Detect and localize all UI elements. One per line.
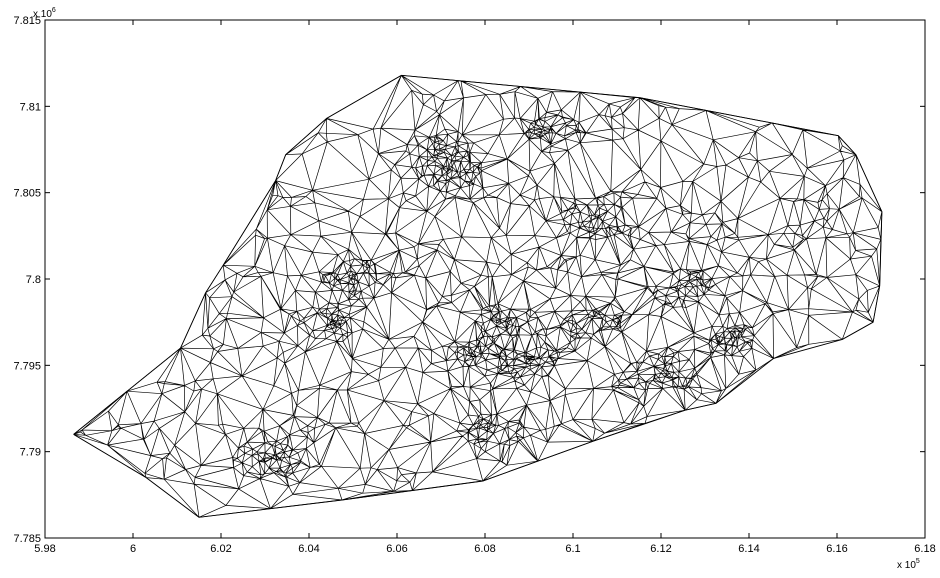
x-tick-label: 5.98 bbox=[34, 543, 55, 555]
x-tick-label: 6.1 bbox=[565, 543, 580, 555]
axes: 5.98 6 6.02 6.04 6.06 6.08 6.1 6.12 6.14 6.16 6.18… bbox=[13, 15, 935, 555]
x-scale-exponent: 5 bbox=[916, 558, 920, 565]
y-axis-scale-label: x 106 bbox=[33, 7, 56, 20]
x-scale-base: x 10 bbox=[897, 560, 916, 571]
x-axis-scale-label: x 105 bbox=[897, 558, 920, 571]
x-tick-label: 6.18 bbox=[914, 543, 935, 555]
y-tick-label: 7.79 bbox=[20, 447, 41, 459]
x-tick-label: 6 bbox=[130, 543, 136, 555]
y-scale-exponent: 6 bbox=[52, 7, 56, 14]
y-tick-label: 7.81 bbox=[20, 101, 41, 113]
triangulation-mesh bbox=[73, 74, 883, 518]
y-tick-label: 7.805 bbox=[13, 188, 41, 200]
y-tick-label: 7.8 bbox=[26, 274, 41, 286]
x-tick-label: 6.12 bbox=[650, 543, 671, 555]
x-tick-label: 6.16 bbox=[826, 543, 847, 555]
x-tick-label: 6.06 bbox=[386, 543, 407, 555]
y-tick-label: 7.815 bbox=[13, 15, 41, 27]
y-tick-label: 7.795 bbox=[13, 360, 41, 372]
x-tick-label: 6.08 bbox=[474, 543, 495, 555]
mesh-hull-outline bbox=[73, 74, 883, 518]
x-tick-label: 6.14 bbox=[738, 543, 759, 555]
x-tick-label: 6.02 bbox=[210, 543, 231, 555]
y-scale-base: x 10 bbox=[33, 9, 52, 20]
y-tick-label: 7.785 bbox=[13, 533, 41, 545]
x-tick-label: 6.04 bbox=[298, 543, 319, 555]
